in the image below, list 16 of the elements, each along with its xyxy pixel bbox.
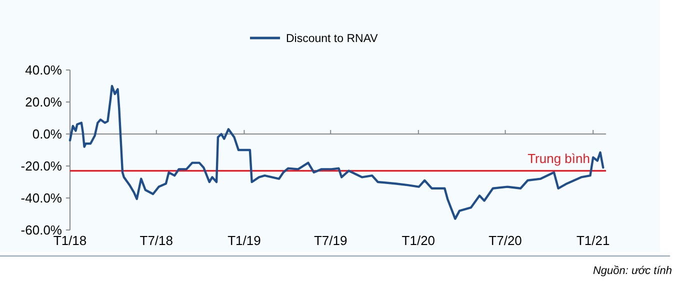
ref-line-label: Trung bình bbox=[528, 150, 590, 166]
x-tick-label: T7/19 bbox=[314, 233, 348, 248]
x-tick-label: T1/18 bbox=[53, 233, 87, 248]
legend-label: Discount to RNAV bbox=[286, 33, 378, 46]
y-tick-label: -40.0% bbox=[20, 190, 62, 206]
y-tick-label: 20.0% bbox=[25, 94, 62, 110]
x-tick-label: T1/21 bbox=[576, 233, 610, 248]
y-tick-label: -20.0% bbox=[20, 158, 62, 174]
x-tick-label: T7/18 bbox=[140, 233, 174, 248]
text: Nguồn: ước tính bbox=[592, 265, 672, 277]
line-series bbox=[68, 84, 604, 220]
x-tick-label: T1/19 bbox=[228, 233, 261, 248]
x-tick-label: T7/20 bbox=[488, 233, 522, 248]
y-tick-label: 0.0% bbox=[32, 126, 62, 142]
y-tick-label: 40.0% bbox=[25, 62, 62, 78]
x-tick-label: T1/20 bbox=[402, 233, 436, 248]
